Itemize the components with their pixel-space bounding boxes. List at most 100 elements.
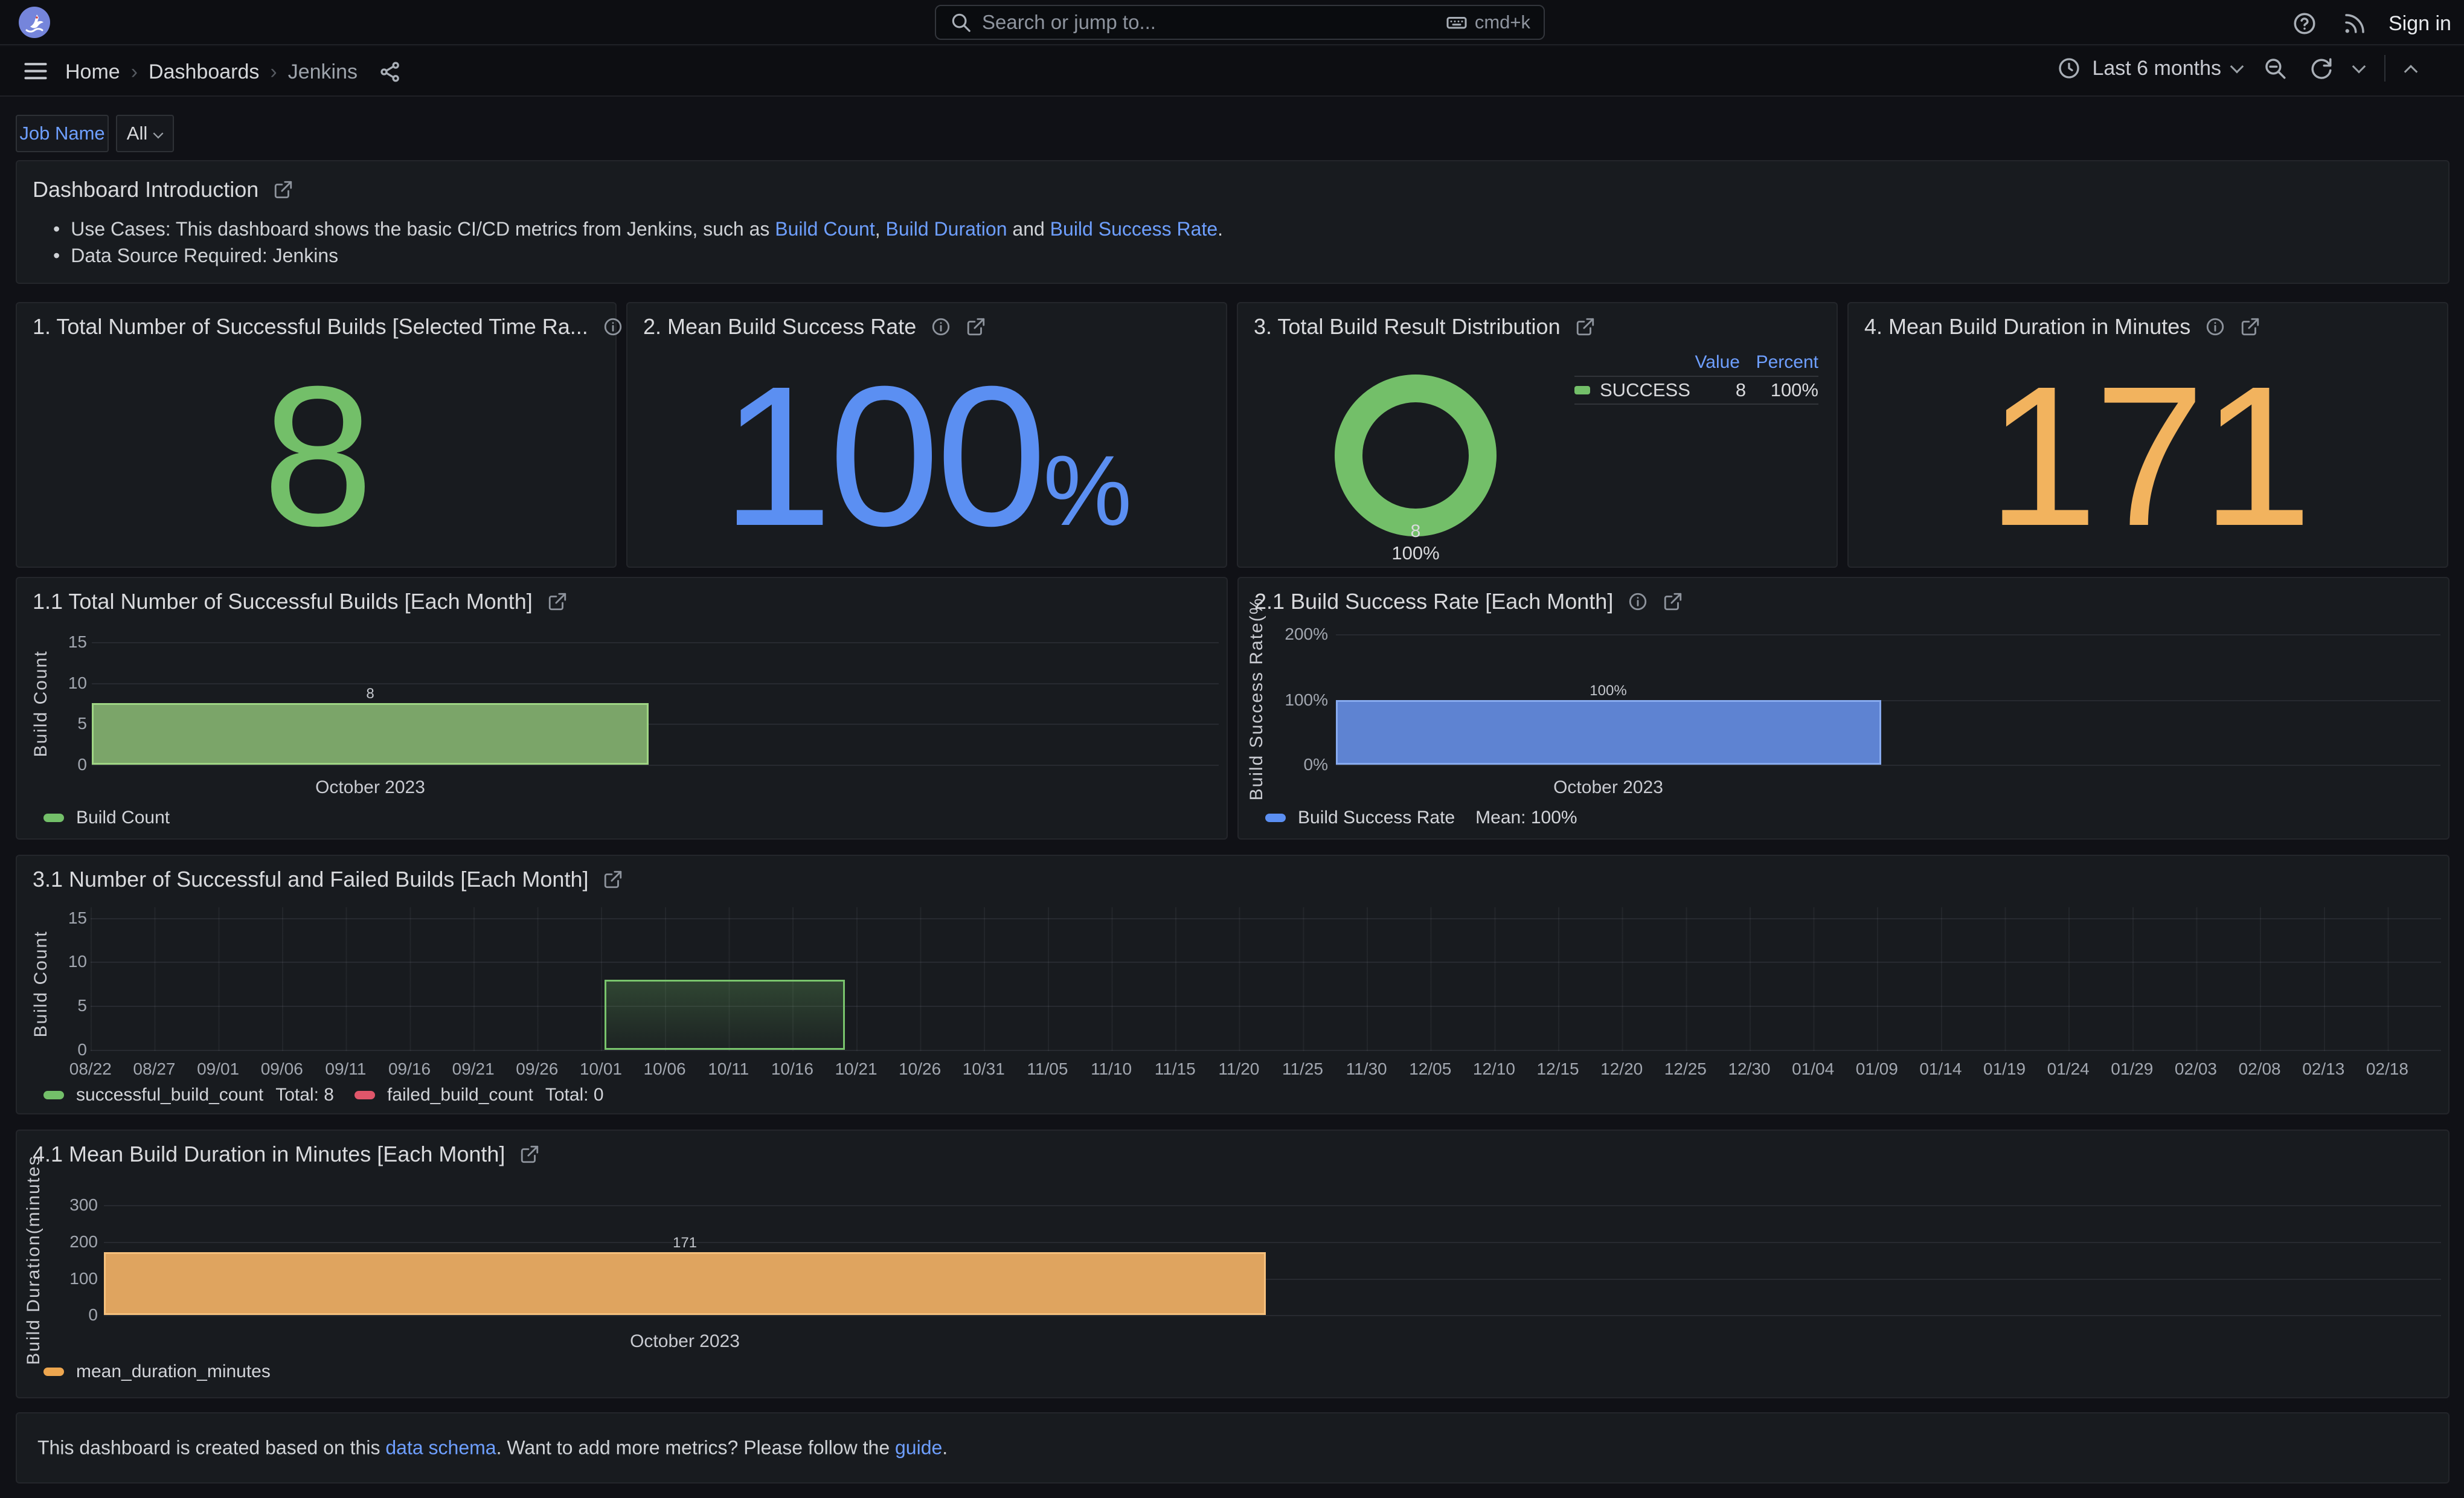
refresh-icon[interactable] <box>2308 56 2334 81</box>
grafana-logo[interactable] <box>18 6 51 42</box>
refresh-interval-chevron-icon[interactable] <box>2352 59 2366 74</box>
panel-title[interactable]: Dashboard Introduction <box>33 177 259 202</box>
guide-link[interactable]: guide <box>895 1436 943 1459</box>
chart-legend: successful_build_count Total: 8 failed_b… <box>43 1085 604 1105</box>
external-link-icon[interactable] <box>966 317 986 337</box>
panel-title[interactable]: 3.1 Number of Successful and Failed Buil… <box>33 867 589 892</box>
rss-icon[interactable] <box>2342 11 2367 39</box>
panel-build-result-distribution: 3. Total Build Result Distribution 8 100… <box>1237 302 1838 568</box>
x-axis-label: October 2023 <box>1553 777 1663 797</box>
legend-swatch <box>43 814 64 822</box>
panel-title[interactable]: 1.1 Total Number of Successful Builds [E… <box>33 589 533 614</box>
panel-title[interactable]: 1. Total Number of Successful Builds [Se… <box>33 314 588 339</box>
external-link-icon[interactable] <box>519 1144 540 1165</box>
breadcrumb-bar: Home › Dashboards › Jenkins Last 6 month… <box>0 47 2464 97</box>
panel-title[interactable]: 4.1 Mean Build Duration in Minutes [Each… <box>33 1142 505 1166</box>
breadcrumb: Home › Dashboards › Jenkins <box>65 60 402 84</box>
legend-mean-duration[interactable]: mean_duration_minutes <box>43 1361 271 1382</box>
bar-successful-builds[interactable] <box>605 980 845 1050</box>
legend-mean: Mean: 100% <box>1475 808 1577 828</box>
legend-col-value[interactable]: Value <box>1695 352 1740 372</box>
bar-mean-duration[interactable] <box>104 1252 1266 1315</box>
x-axis-label: October 2023 <box>315 777 425 797</box>
external-link-icon[interactable] <box>603 869 623 890</box>
external-link-icon[interactable] <box>1575 317 1596 337</box>
job-name-filter-value[interactable]: All <box>116 115 174 152</box>
help-icon[interactable] <box>2292 11 2317 39</box>
panel-duration-each-month: 4.1 Mean Build Duration in Minutes [Each… <box>16 1130 2450 1398</box>
panel-title[interactable]: 2.1 Build Success Rate [Each Month] <box>1254 589 1614 614</box>
legend-swatch <box>1265 814 1286 822</box>
intro-data-source: • Data Source Required: Jenkins <box>53 245 339 266</box>
bar-build-count[interactable] <box>92 703 649 765</box>
build-success-rate-link[interactable]: Build Success Rate <box>1050 218 1218 240</box>
plot-area <box>91 907 2441 1051</box>
dashboard-controls: Last 6 months <box>2057 55 2418 82</box>
y-axis-label: Build Count <box>31 930 51 1038</box>
build-duration-link[interactable]: Build Duration <box>885 218 1007 240</box>
bar-value-label: 171 <box>672 1235 698 1251</box>
donut-value-label: 8 <box>1410 521 1421 541</box>
panel-total-successful-builds: 1. Total Number of Successful Builds [Se… <box>16 302 656 568</box>
x-axis-ticks: 08/22 08/27 09/01 09/06 09/11 09/16 09/21 09/26… <box>69 1059 2408 1078</box>
info-icon[interactable] <box>1628 591 1648 612</box>
zoom-out-icon[interactable] <box>2262 56 2288 81</box>
bar-success-rate[interactable] <box>1336 700 1881 765</box>
panel-success-failed-builds: 3.1 Number of Successful and Failed Buil… <box>16 855 2450 1114</box>
search-icon <box>949 11 972 34</box>
panel-title[interactable]: 3. Total Build Result Distribution <box>1254 314 1561 339</box>
stat-value: 171 <box>1987 344 2312 567</box>
y-axis-label: Build Count <box>31 650 51 757</box>
legend-swatch <box>43 1368 64 1376</box>
panel-footer-note: This dashboard is created based on this … <box>16 1412 2450 1484</box>
panel-title[interactable]: 2. Mean Build Success Rate <box>643 314 917 339</box>
menu-toggle-icon[interactable] <box>24 61 47 85</box>
sign-in-link[interactable]: Sign in <box>2389 12 2451 35</box>
legend-col-percent[interactable]: Percent <box>1756 352 1818 372</box>
donut-chart[interactable] <box>1335 374 1497 536</box>
clock-icon <box>2057 56 2081 80</box>
external-link-icon[interactable] <box>2240 317 2260 337</box>
stat-value: 8 <box>262 344 374 567</box>
y-axis-label: Build Duration(minutes <box>24 1155 43 1365</box>
info-icon[interactable] <box>931 317 951 337</box>
job-name-filter-label[interactable]: Job Name <box>16 115 109 152</box>
stat-value: 100 <box>721 344 1047 567</box>
keyboard-icon <box>1446 11 1468 33</box>
stat-unit: % <box>1043 435 1132 546</box>
external-link-icon[interactable] <box>273 179 294 200</box>
external-link-icon[interactable] <box>1663 591 1683 612</box>
panel-title[interactable]: 4. Mean Build Duration in Minutes <box>1864 314 2191 339</box>
legend-successful[interactable]: successful_build_count <box>76 1085 264 1105</box>
share-icon[interactable] <box>378 60 402 84</box>
top-navbar: Search or jump to... cmd+k Sign in <box>0 0 2464 45</box>
legend-swatch-success <box>43 1091 64 1099</box>
search-shortcut: cmd+k <box>1446 11 1530 33</box>
external-link-icon[interactable] <box>547 591 568 612</box>
legend-swatch-failed <box>354 1091 375 1099</box>
divider <box>2384 55 2385 82</box>
info-icon[interactable] <box>603 317 623 337</box>
bar-value-label: 8 <box>366 686 374 702</box>
chevron-down-icon <box>2230 59 2244 74</box>
search-input[interactable]: Search or jump to... cmd+k <box>935 5 1545 40</box>
x-axis-label: October 2023 <box>630 1331 740 1351</box>
legend-build-count[interactable]: Build Count <box>43 808 170 828</box>
info-icon[interactable] <box>2205 317 2225 337</box>
legend-row-success[interactable]: SUCCESS 8 100% <box>1574 376 1818 405</box>
chevron-down-icon <box>153 128 164 139</box>
legend-success-rate[interactable]: Build Success Rate Mean: 100% <box>1265 808 1577 828</box>
build-count-link[interactable]: Build Count <box>775 218 875 240</box>
collapse-toolbar-icon[interactable] <box>2404 65 2418 79</box>
donut-legend-table: Value Percent SUCCESS 8 100% <box>1574 349 1818 405</box>
intro-use-cases: • Use Cases: This dashboard shows the ba… <box>53 218 1224 240</box>
legend-failed[interactable]: failed_build_count <box>387 1085 533 1105</box>
breadcrumb-dashboards[interactable]: Dashboards <box>149 60 260 83</box>
time-range-label: Last 6 months <box>2092 56 2221 80</box>
time-range-picker[interactable]: Last 6 months <box>2057 56 2244 80</box>
data-schema-link[interactable]: data schema <box>385 1436 496 1459</box>
breadcrumb-home[interactable]: Home <box>65 60 120 83</box>
footer-text: This dashboard is created based on this … <box>37 1436 948 1459</box>
panel-success-rate-each-month: 2.1 Build Success Rate [Each Month] Buil… <box>1237 577 2450 840</box>
panel-builds-each-month: 1.1 Total Number of Successful Builds [E… <box>16 577 1228 840</box>
